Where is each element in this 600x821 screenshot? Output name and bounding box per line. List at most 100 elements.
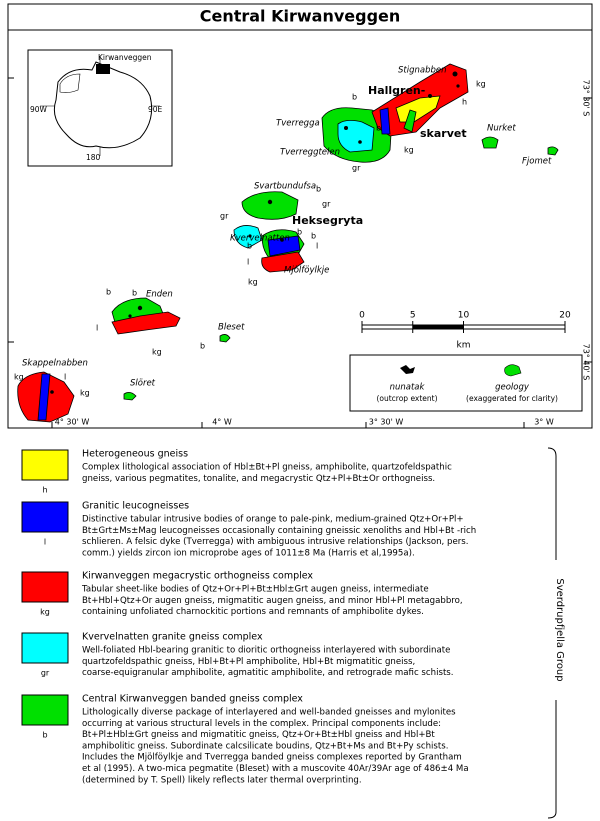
legend-line: quartzofeldspathic gneiss, Hbl+Bt+Pl amp… <box>82 657 415 667</box>
legend-letter: b <box>42 731 47 740</box>
legend-letter: l <box>44 538 46 547</box>
unit-letter: l <box>96 324 98 333</box>
unit-letter: l <box>247 258 249 267</box>
legend-title: Kirwanveggen megacrystic orthogneiss com… <box>82 571 313 582</box>
legend-swatch <box>21 694 69 726</box>
unit-letter: kg <box>476 80 486 89</box>
unit-letter: h <box>462 98 467 107</box>
lon-label: 4° 30' W <box>55 418 90 427</box>
unit-letter: l <box>64 373 66 382</box>
nunataks <box>50 71 460 394</box>
unit-letter: gr <box>322 200 331 209</box>
geology-note: (exaggerated for clarity) <box>466 394 558 403</box>
legend-line: occurring at various structural levels i… <box>82 719 441 729</box>
legend-line: Well-foliated Hbl-bearing granitic to di… <box>82 646 450 656</box>
geology-icon <box>504 364 522 377</box>
legend-line: (determined by T. Spell) likely reflects… <box>82 775 362 785</box>
unit-letter: gr <box>220 212 229 221</box>
legend-line: Tabular sheet-like bodies of Qtz+Or+Pl+B… <box>81 585 429 595</box>
legend-letter: gr <box>41 669 50 678</box>
legend-line: gneiss, various pegmatites, tonalite, an… <box>82 474 435 484</box>
lon-label: 3° W <box>534 418 554 427</box>
place-name: Nurket <box>487 124 516 134</box>
unit-letter: b <box>106 288 111 297</box>
legend-line: Bt+Pl±Hbl±Grt gneiss and migmatitic gnei… <box>82 730 435 740</box>
unit-letter: kg <box>152 348 162 357</box>
legend-swatch <box>21 501 69 533</box>
unit-letter: b <box>316 185 321 194</box>
major-name: skarvet <box>420 127 467 140</box>
legend-line: comm.) yields zircon ion microprobe ages… <box>82 548 415 558</box>
nunatak-label: nunatak <box>390 383 426 393</box>
place-name: Stignabben <box>398 66 447 76</box>
place-name: Fjomet <box>522 157 552 167</box>
lat-label: 73° 30' S <box>582 80 591 117</box>
legend-line: Lithologically diverse package of interl… <box>82 708 456 718</box>
legend-line: schlieren. A felsic dyke (Tverregga) wit… <box>82 537 468 547</box>
bracket-gap <box>550 560 564 700</box>
unit-letter: b <box>247 242 252 251</box>
unit-letter: kg <box>404 146 414 155</box>
group-label: Sverdrupfjella Group <box>554 578 565 681</box>
unit-letter: b <box>376 124 381 133</box>
lon-label: 4° W <box>212 418 232 427</box>
geology-shapes <box>17 63 559 423</box>
scale-fill <box>412 325 464 329</box>
legend-line: amphibolitic gneiss. Subordinate calcsil… <box>82 741 448 751</box>
geology-label: geology <box>495 383 530 393</box>
inset <box>27 49 173 167</box>
legend-line: Bt±Grt±Ms±Mag leucogneisses occasionally… <box>82 526 476 536</box>
legend-line: Distinctive tabular intrusive bodies of … <box>82 515 464 525</box>
legend-swatch <box>21 449 69 481</box>
legend-line: Includes the Mjölföylkje and Tverregga b… <box>82 753 462 763</box>
map-frame <box>7 29 593 429</box>
legend-line: et al (1995). A two-mica pegmatite (Bles… <box>82 764 469 774</box>
unit-letter: l <box>316 242 318 251</box>
unit-letter: kg <box>248 278 258 287</box>
unit-letter: gr <box>352 164 361 173</box>
legend-title: Kvervelnatten granite gneiss complex <box>82 632 263 643</box>
unit-letter: b <box>297 228 302 237</box>
unit-letter: b <box>132 289 137 298</box>
legend-title: Central Kirwanveggen banded gneiss compl… <box>82 694 303 705</box>
major-name: Hallgren- <box>368 84 425 97</box>
place-name: Slöret <box>130 379 156 389</box>
title: Central Kirwanveggen <box>200 7 401 26</box>
place-name: Mjölföylkje <box>284 266 329 276</box>
place-name: Bleset <box>218 323 245 333</box>
place-name: Tverregga <box>276 119 320 129</box>
legend-title: Heterogeneous gneiss <box>82 449 188 460</box>
place-name: Svartbundufsa <box>254 182 316 192</box>
lon-label: 3° 30' W <box>369 418 404 427</box>
inset-west: 90W <box>30 105 48 114</box>
unit-letter: kg <box>80 389 90 398</box>
inset-south: 180 <box>86 153 101 162</box>
unit-letter: b <box>352 93 357 102</box>
legend-title: Granitic leucogneisses <box>82 501 189 512</box>
legend-swatch <box>21 632 69 664</box>
place-name: Kvervelnatten <box>230 234 290 244</box>
scale-label: 0 <box>359 311 365 321</box>
scale-label: 5 <box>410 311 416 321</box>
unit-letter: b <box>200 342 205 351</box>
legend-line: Bt+Hbl+Qtz+Or augen gneiss, migmatitic a… <box>82 596 463 606</box>
nunatak-note: (outcrop extent) <box>376 394 437 403</box>
symbol-box <box>349 354 583 412</box>
scale-unit: km <box>457 341 471 351</box>
legend-line: coarse-equigranular amphibolite, agmatit… <box>82 668 454 678</box>
nunatak-icon <box>400 365 415 374</box>
place-name: Enden <box>146 290 173 300</box>
legend-swatch <box>21 571 69 603</box>
place-name: Tverreggtelen <box>280 148 340 158</box>
inset-label: Kirwanveggen <box>98 53 152 62</box>
legend-letter: kg <box>40 608 50 617</box>
inset-east: 90E <box>148 105 163 114</box>
lat-label: 73° 40' S <box>582 344 591 381</box>
scale-label: 10 <box>458 311 470 321</box>
major-name: Heksegryta <box>292 214 363 227</box>
unit-letter: kg <box>14 373 24 382</box>
unit-letter: b <box>311 232 316 241</box>
legend-line: containing unfoliated charnockitic porti… <box>82 607 424 617</box>
legend-letter: h <box>42 486 47 495</box>
